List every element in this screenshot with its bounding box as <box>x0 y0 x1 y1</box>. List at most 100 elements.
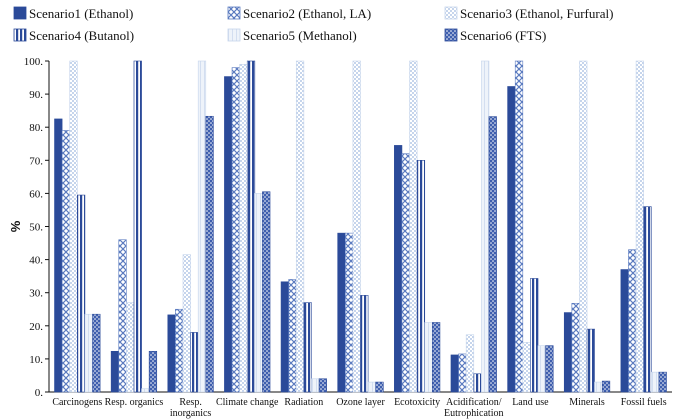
y-axis-label: % <box>8 220 23 232</box>
bar-2-9 <box>514 60 524 393</box>
bar-1-7 <box>394 145 403 393</box>
bar-3-7 <box>409 60 418 393</box>
bar-3-10 <box>579 60 588 393</box>
bar-3-3 <box>182 254 191 393</box>
bar-4-11 <box>643 206 652 393</box>
x-tick-label: Resp. organics <box>105 397 164 408</box>
y-tick-label: 80. <box>29 122 43 134</box>
legend-swatch-2 <box>227 6 241 20</box>
bar-2-5 <box>288 279 297 393</box>
legend: Scenario1 (Ethanol) Scenario2 (Ethanol, L… <box>13 6 613 43</box>
bar-2-6 <box>344 232 354 393</box>
bar-3-5 <box>295 60 305 393</box>
bar-1-3 <box>167 314 176 393</box>
bar-3-8 <box>465 334 475 393</box>
bar-4-5 <box>303 302 312 393</box>
bar-6-10 <box>601 380 611 393</box>
y-tick-label: 30. <box>29 288 43 300</box>
legend-label-1: Scenario1 (Ethanol) <box>29 6 133 21</box>
bar-1-11 <box>620 269 629 393</box>
legend-swatch-3 <box>444 6 458 20</box>
bar-3-6 <box>352 60 361 393</box>
legend-swatch-5 <box>227 28 241 42</box>
y-tick-label: 50. <box>29 222 43 234</box>
bar-2-11 <box>628 249 637 393</box>
bar-6-11 <box>658 371 667 393</box>
bar-4-2 <box>133 60 142 393</box>
bar-4-6 <box>360 295 369 393</box>
x-tick-label: Minerals <box>569 397 605 408</box>
x-tick-label: Ozone layer <box>336 397 385 408</box>
x-tick-label: Land use <box>512 397 549 408</box>
bar-2-2 <box>118 239 127 393</box>
bar-1-2 <box>110 350 120 393</box>
legend-label-6: Scenario6 (FTS) <box>460 28 546 43</box>
bar-2-10 <box>571 302 580 393</box>
x-tick-label: Acidification/Eutrophication <box>444 397 503 419</box>
bar-3-4 <box>239 64 248 393</box>
bar-6-7 <box>432 322 441 393</box>
bar-5-10 <box>594 381 603 393</box>
bar-3-11 <box>635 60 644 393</box>
legend-swatch-1 <box>13 6 27 20</box>
x-tick-label: Ecotoxicity <box>394 397 440 408</box>
y-tick-label: 10. <box>29 354 43 366</box>
bar-4-1 <box>77 194 86 393</box>
bar-6-1 <box>92 313 101 393</box>
y-tick-label: 20. <box>29 321 43 333</box>
bar-1-8 <box>450 354 459 393</box>
y-tick-label: 90. <box>29 89 43 101</box>
x-tick-label: Carcinogens <box>52 397 102 408</box>
bar-1-4 <box>224 76 233 393</box>
bar-4-8 <box>473 373 482 393</box>
bar-5-5 <box>311 378 320 393</box>
bar-1-10 <box>563 312 573 393</box>
y-tick-label: 100. <box>24 56 44 68</box>
bar-3-1 <box>69 60 78 393</box>
bar-2-4 <box>231 67 240 393</box>
bar-3-9 <box>522 342 531 393</box>
bar-6-3 <box>205 115 214 393</box>
legend-swatch-4 <box>13 28 27 42</box>
bar-2-7 <box>401 153 410 393</box>
legend-label-5: Scenario5 (Methanol) <box>243 28 357 43</box>
bar-1-6 <box>337 232 346 393</box>
bar-5-4 <box>254 193 263 393</box>
bar-2-3 <box>175 308 184 393</box>
bar-6-8 <box>488 116 497 393</box>
legend-label-2: Scenario2 (Ethanol, LA) <box>243 6 371 21</box>
legend-label-4: Scenario4 (Butanol) <box>29 28 134 43</box>
bar-4-3 <box>190 332 199 393</box>
bar-1-1 <box>54 118 63 393</box>
y-tick-label: 0. <box>35 387 44 399</box>
x-tick-label: Resp. inorganics <box>170 397 212 419</box>
y-tick-label: 70. <box>29 155 43 167</box>
bar-1-5 <box>280 281 289 393</box>
bar-6-4 <box>262 191 271 393</box>
x-tick-label: Climate change <box>216 397 279 408</box>
x-tick-label: Radiation <box>284 397 323 408</box>
y-tick-label: 60. <box>29 188 43 200</box>
bars <box>54 60 667 393</box>
bar-5-8 <box>481 60 490 393</box>
bar-4-7 <box>416 160 426 393</box>
y-tick-label: 40. <box>29 255 43 267</box>
bar-5-7 <box>424 322 433 393</box>
bar-5-9 <box>537 345 546 393</box>
bar-6-6 <box>375 381 384 393</box>
bar-5-1 <box>84 313 93 393</box>
category-labels: Carcinogens Resp. organics Resp. inorganics… <box>52 397 666 419</box>
bar-5-11 <box>650 371 660 393</box>
bar-6-5 <box>318 378 327 393</box>
legend-label-3: Scenario3 (Ethanol, Furfural) <box>460 6 613 21</box>
bar-5-2 <box>141 388 150 393</box>
bar-3-2 <box>126 302 135 393</box>
bar-4-10 <box>586 328 595 393</box>
bar-1-9 <box>507 86 516 393</box>
bar-4-9 <box>530 278 539 393</box>
legend-swatch-6 <box>444 28 458 42</box>
bar-6-9 <box>545 345 554 393</box>
bar-4-4 <box>246 60 256 393</box>
